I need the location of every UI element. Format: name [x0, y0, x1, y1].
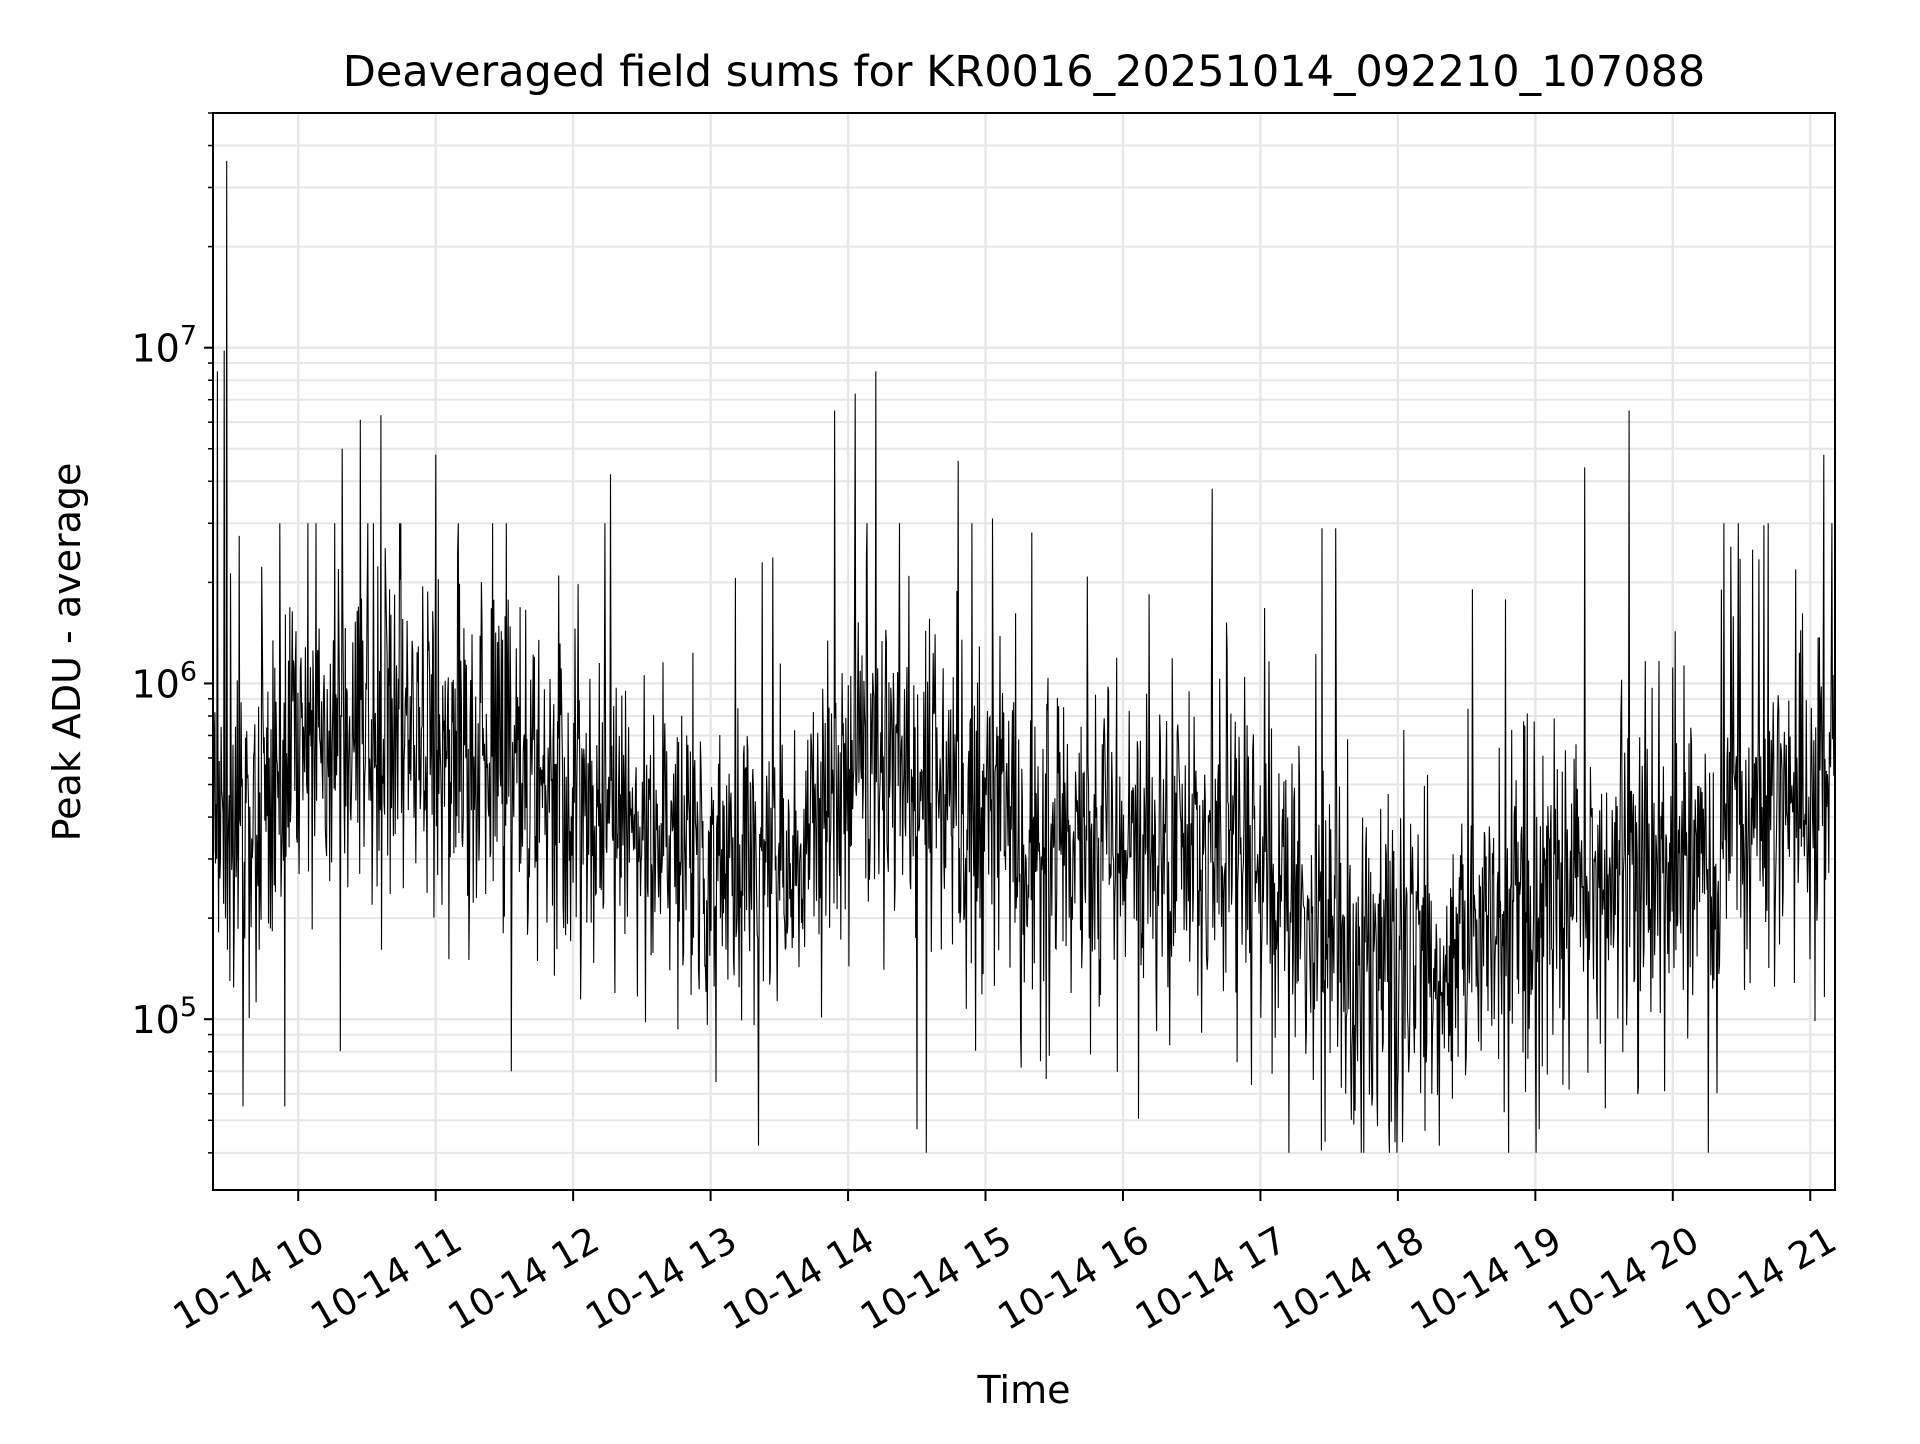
y-axis-ticks: 105 106 107: [131, 112, 213, 1154]
grid: [213, 112, 1835, 1190]
plot-frame: [212, 112, 1836, 1191]
x-axis-label: Time: [977, 1368, 1071, 1412]
series-line: [212, 160, 1836, 1153]
y-tick-label: 106: [131, 656, 197, 706]
y-axis-label: Peak ADU - average: [45, 463, 89, 842]
series-layer: [212, 160, 1836, 1153]
y-tick-label: 105: [131, 992, 197, 1042]
y-tick-label: 107: [131, 321, 197, 371]
chart-title: Deaveraged field sums for KR0016_2025101…: [343, 47, 1706, 97]
